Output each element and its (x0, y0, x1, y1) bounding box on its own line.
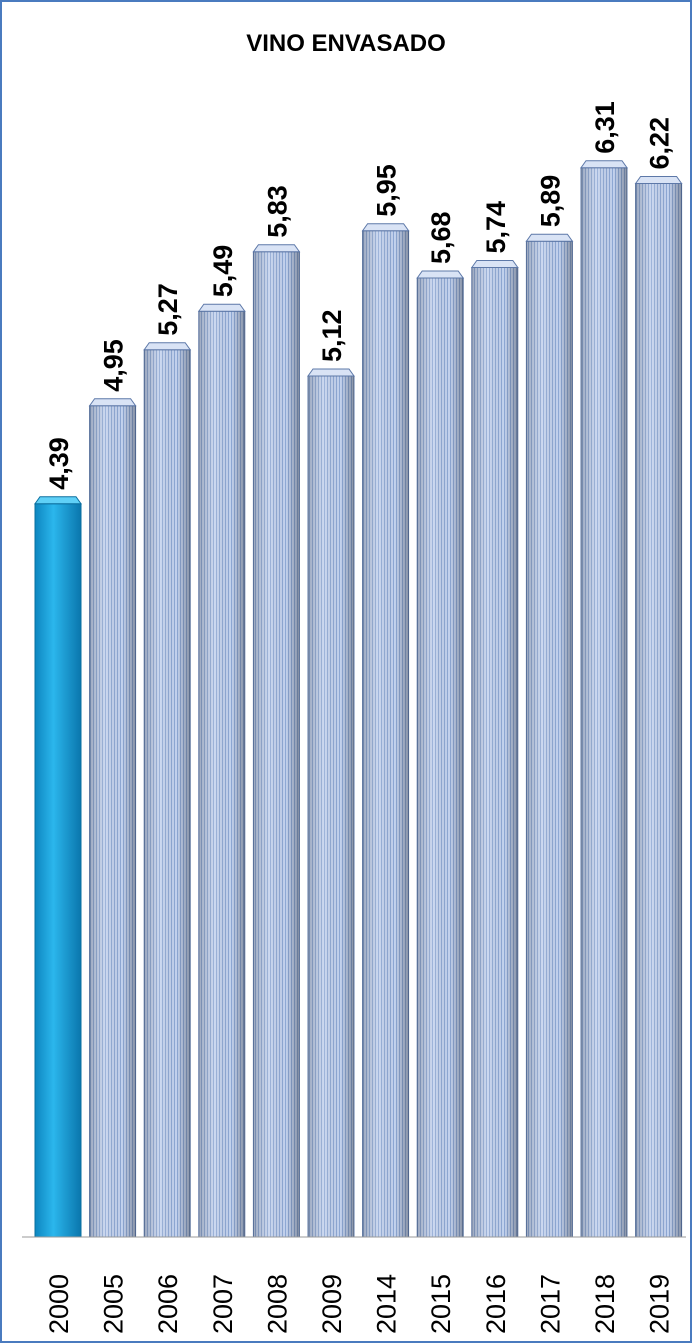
bar-cap-2017 (525, 233, 574, 242)
value-label-2009: 5,12 (317, 309, 347, 362)
value-label-2005: 4,95 (99, 339, 129, 392)
bar-shade-2009 (308, 376, 354, 1237)
bar-2018 (580, 160, 628, 1238)
bar-2019 (634, 176, 683, 1238)
bar-shade-2006 (144, 349, 191, 1237)
value-label-2007: 5,49 (208, 245, 238, 298)
x-tick-label-2015: 2015 (426, 1274, 456, 1334)
value-label-2017: 5,89 (535, 175, 565, 228)
bar-cap-2015 (416, 270, 465, 279)
bar-2015 (416, 270, 465, 1238)
x-tick-label-2018: 2018 (590, 1274, 620, 1334)
bar-cap-2014 (361, 223, 410, 232)
value-label-2016: 5,74 (481, 201, 511, 254)
bar-cap-2005 (88, 398, 137, 407)
bar-shade-2014 (362, 230, 409, 1237)
bar-shade-2007 (198, 311, 245, 1237)
bar-2014 (361, 223, 410, 1238)
bar-2009 (307, 368, 355, 1238)
bar-2000 (34, 496, 82, 1238)
bar-shade-2018 (581, 167, 627, 1237)
bar-shade-2019 (635, 183, 682, 1237)
x-tick-label-2007: 2007 (208, 1274, 238, 1334)
x-tick-label-2005: 2005 (99, 1274, 129, 1334)
value-label-2018: 6,31 (590, 101, 620, 154)
x-tick-label-2016: 2016 (481, 1274, 511, 1334)
chart-title: VINO ENVASADO (246, 30, 446, 57)
x-tick-label-2000: 2000 (44, 1274, 74, 1334)
bar-body-2000 (34, 503, 82, 1238)
bar-cap-2006 (143, 342, 192, 351)
bar-2016 (470, 260, 519, 1238)
bar-shade-2017 (526, 241, 573, 1237)
x-tick-label-2006: 2006 (153, 1274, 183, 1334)
bar-2006 (143, 342, 192, 1238)
bar-cap-2008 (252, 244, 301, 253)
bar-cap-2007 (197, 303, 246, 312)
value-label-2019: 6,22 (645, 117, 675, 170)
bar-2008 (252, 244, 301, 1238)
bar-2017 (525, 233, 574, 1238)
bar-cap-2009 (307, 368, 355, 377)
x-tick-label-2008: 2008 (262, 1274, 292, 1334)
x-tick-label-2009: 2009 (317, 1274, 347, 1334)
value-label-2006: 5,27 (153, 283, 183, 336)
value-label-2000: 4,39 (44, 437, 74, 490)
bar-cap-2019 (634, 176, 683, 184)
x-tick-label-2017: 2017 (535, 1274, 565, 1334)
value-label-2008: 5,83 (262, 185, 292, 238)
x-tick-label-2019: 2019 (645, 1274, 675, 1334)
bar-cap-2016 (470, 260, 519, 268)
bar-cap-2018 (580, 160, 628, 169)
bar-shade-2008 (253, 251, 300, 1237)
bar-shade-2015 (417, 278, 464, 1237)
bar-shade-2016 (471, 267, 518, 1237)
x-tick-label-2014: 2014 (372, 1274, 402, 1334)
bar-shade-2005 (89, 405, 136, 1237)
bar-2005 (88, 398, 137, 1238)
value-label-2014: 5,95 (372, 164, 402, 217)
bar-2007 (197, 303, 246, 1238)
bar-cap-2000 (34, 496, 82, 505)
value-label-2015: 5,68 (426, 211, 456, 264)
